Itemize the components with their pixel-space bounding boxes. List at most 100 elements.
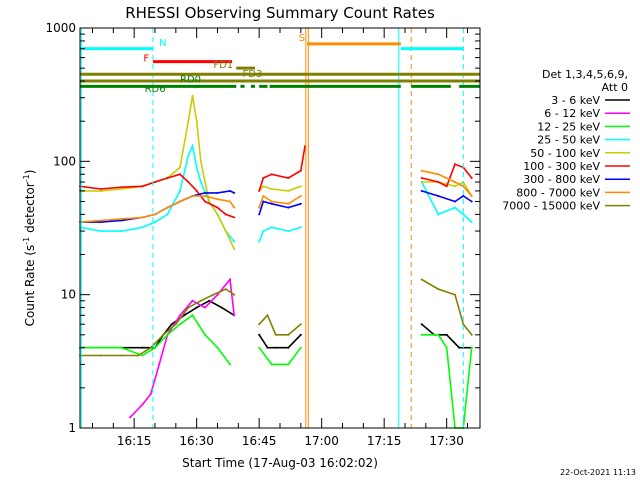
data-point-1-0 bbox=[129, 416, 131, 419]
data-point-4-12 bbox=[216, 213, 219, 216]
data-point-2-2 bbox=[287, 363, 290, 366]
series-100-300-kev bbox=[79, 145, 473, 219]
series-line-3-1 bbox=[258, 226, 302, 242]
data-point-7-1 bbox=[99, 219, 102, 222]
x-tick-label-3: 17:00 bbox=[304, 434, 339, 448]
data-point-1-1 bbox=[141, 403, 144, 406]
legend-header-line-2: Att 0 bbox=[602, 81, 628, 94]
x-tick-label-5: 17:30 bbox=[429, 434, 464, 448]
data-point-6-1 bbox=[262, 200, 265, 203]
data-point-5-3 bbox=[141, 185, 144, 188]
series-line-0-2 bbox=[421, 323, 472, 349]
y-axis-label-part-1: Count Rate (s bbox=[23, 245, 37, 327]
data-point-5-1 bbox=[262, 177, 265, 179]
plot-area: NF S FD1 FD3 RD0 RD6 bbox=[79, 28, 480, 429]
data-point-7-0 bbox=[258, 206, 261, 209]
data-point-8-4 bbox=[149, 346, 152, 349]
data-point-6-9 bbox=[216, 191, 219, 194]
data-point-0-3 bbox=[287, 346, 290, 349]
data-point-5-4 bbox=[299, 169, 302, 172]
legend-label-8: 7000 - 15000 keV bbox=[502, 200, 600, 213]
data-point-1-3 bbox=[158, 363, 161, 366]
series-line-8-2 bbox=[421, 278, 473, 336]
data-point-5-6 bbox=[179, 173, 181, 176]
data-point-8-1 bbox=[266, 314, 269, 317]
data-point-4-4 bbox=[299, 185, 302, 188]
data-point-1-6 bbox=[191, 299, 194, 302]
flag-label-s: S bbox=[299, 33, 305, 44]
series-line-4-1 bbox=[258, 185, 302, 192]
data-point-3-3 bbox=[287, 230, 290, 233]
data-point-3-6 bbox=[179, 189, 181, 192]
legend-label-0: 3 - 6 keV bbox=[551, 94, 600, 107]
data-point-7-5 bbox=[166, 206, 169, 209]
legend-label-4: 50 - 100 keV bbox=[530, 147, 600, 160]
data-point-4-10 bbox=[199, 160, 202, 163]
data-point-5-11 bbox=[224, 213, 227, 216]
data-point-4-1 bbox=[99, 189, 102, 192]
data-point-6-1 bbox=[437, 195, 440, 197]
data-point-8-6 bbox=[174, 323, 177, 326]
data-point-5-0 bbox=[420, 177, 423, 179]
data-point-0-0 bbox=[258, 333, 261, 336]
data-point-3-4 bbox=[299, 226, 302, 229]
y-axis-label-sup-2: -1 bbox=[22, 174, 31, 182]
series-line-7-0 bbox=[79, 195, 235, 223]
series-3-6-kev bbox=[79, 299, 473, 349]
data-point-0-1 bbox=[266, 346, 269, 349]
data-point-0-4 bbox=[299, 333, 302, 336]
flag-label-n: N bbox=[159, 38, 166, 49]
y-tick-label-2: 100 bbox=[53, 154, 76, 168]
data-point-2-8 bbox=[204, 333, 206, 336]
data-point-6-0 bbox=[420, 189, 423, 192]
data-point-8-2 bbox=[274, 333, 277, 336]
data-point-3-1 bbox=[99, 230, 102, 233]
data-point-5-5 bbox=[470, 177, 473, 179]
legend-label-3: 25 - 50 keV bbox=[537, 134, 600, 147]
data-point-0-9 bbox=[220, 306, 223, 309]
data-point-7-2 bbox=[270, 200, 273, 203]
legend-label-1: 6 - 12 keV bbox=[544, 107, 600, 120]
x-axis: 16:15 16:30 16:45 17:00 17:15 17:30 bbox=[92, 28, 468, 448]
data-point-5-9 bbox=[204, 200, 206, 203]
series-line-4-0 bbox=[80, 95, 235, 250]
data-point-3-10 bbox=[199, 181, 202, 183]
data-point-2-1 bbox=[99, 346, 102, 349]
data-point-8-4 bbox=[470, 333, 473, 336]
data-point-4-2 bbox=[454, 185, 456, 188]
data-point-5-5 bbox=[166, 177, 169, 179]
data-point-2-2 bbox=[120, 346, 123, 349]
data-point-7-3 bbox=[141, 216, 144, 219]
data-point-2-9 bbox=[216, 346, 219, 349]
series-25-50-kev bbox=[79, 143, 473, 243]
data-point-3-8 bbox=[191, 145, 194, 148]
data-point-2-0 bbox=[420, 333, 423, 336]
data-point-0-3 bbox=[458, 346, 461, 349]
data-point-2-3 bbox=[141, 354, 144, 357]
data-point-2-1 bbox=[270, 363, 273, 366]
data-point-7-1 bbox=[262, 195, 265, 197]
x-axis-label: Start Time (17-Aug-03 16:02:02) bbox=[182, 456, 378, 470]
data-point-7-2 bbox=[120, 217, 123, 220]
data-point-7-8 bbox=[204, 195, 206, 197]
data-point-7-11 bbox=[233, 206, 236, 209]
data-point-2-5 bbox=[166, 333, 169, 336]
data-point-5-2 bbox=[445, 185, 448, 188]
data-point-0-7 bbox=[195, 306, 198, 309]
data-point-8-0 bbox=[258, 323, 261, 326]
data-point-6-11 bbox=[233, 191, 236, 194]
data-point-0-8 bbox=[208, 299, 211, 302]
data-point-6-3 bbox=[462, 195, 465, 197]
data-point-5-2 bbox=[270, 173, 273, 176]
data-point-0-0 bbox=[420, 323, 423, 326]
data-point-3-0 bbox=[258, 240, 261, 243]
data-point-5-4 bbox=[154, 181, 156, 183]
y-axis-label: Count Rate (s-1 detector-1) bbox=[22, 170, 37, 327]
data-point-8-1 bbox=[99, 354, 102, 357]
data-point-7-7 bbox=[191, 195, 194, 197]
data-point-8-10 bbox=[224, 288, 227, 291]
y-axis-label-part-3: ) bbox=[23, 170, 37, 175]
data-point-7-4 bbox=[154, 213, 156, 216]
